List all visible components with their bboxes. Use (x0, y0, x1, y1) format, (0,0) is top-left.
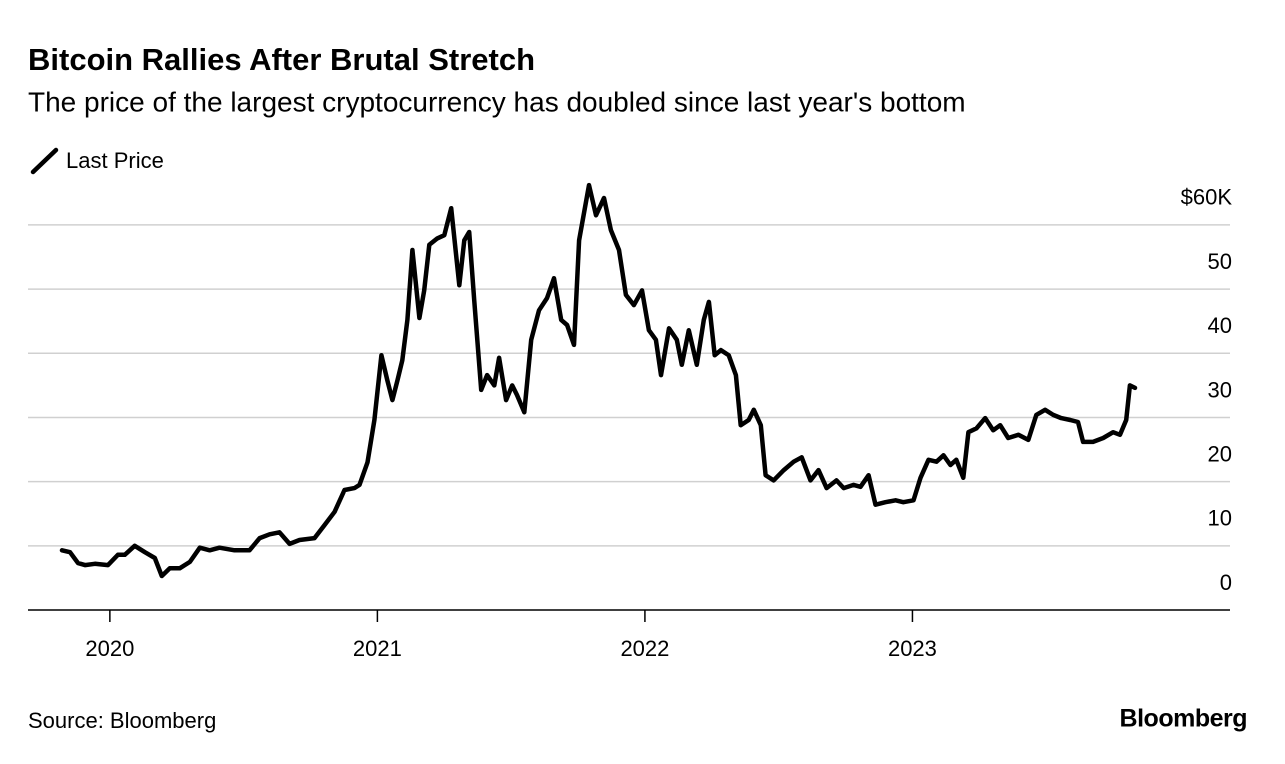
chart-subtitle: The price of the largest cryptocurrency … (28, 86, 966, 117)
price-line (59, 182, 1138, 579)
chart-title: Bitcoin Rallies After Brutal Stretch (28, 42, 535, 77)
legend-swatch (30, 147, 59, 175)
y-tick-label: 10 (1208, 506, 1232, 531)
y-tick-label: 20 (1208, 441, 1232, 466)
y-tick-label: 50 (1208, 249, 1232, 274)
x-tick-label: 2023 (888, 636, 937, 661)
x-tick-label: 2021 (353, 636, 402, 661)
brand-logo: Bloomberg (1120, 705, 1247, 733)
y-tick-label: 0 (1220, 570, 1232, 595)
y-tick-label: 30 (1208, 377, 1232, 402)
x-tick-label: 2020 (85, 636, 134, 661)
y-tick-label: 40 (1208, 313, 1232, 338)
source: Source: Bloomberg (28, 708, 216, 733)
legend-label: Last Price (66, 148, 164, 173)
y-tick-label: $60K (1181, 185, 1233, 210)
x-tick-label: 2022 (620, 636, 669, 661)
